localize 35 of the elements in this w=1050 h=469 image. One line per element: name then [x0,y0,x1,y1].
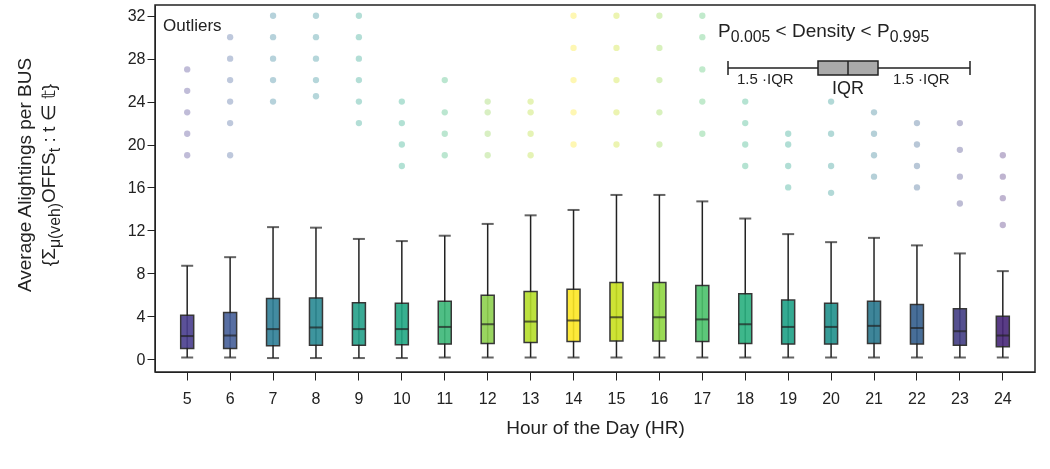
annotation: Outliers [163,16,222,36]
y-tick-label: 12 [127,221,146,239]
y-tick-label: 32 [127,7,146,25]
x-axis-title: Hour of the Day (HR) [506,416,685,438]
y-tick-label: 24 [127,93,146,111]
x-tick-label: 10 [392,389,411,407]
x-tick-label: 21 [865,389,884,407]
x-tick-label: 11 [436,389,454,407]
x-tick-label: 8 [311,389,321,407]
x-tick-label: 17 [693,389,712,407]
annotation: IQR [832,78,865,99]
x-tick-label: 20 [822,389,841,407]
y-tick-label: 28 [127,50,146,68]
y-tick-label: 20 [127,136,146,153]
x-tick-label: 6 [225,389,235,407]
annotation: 1.5 ·IQR [737,70,794,87]
x-tick-label: 14 [564,389,583,407]
x-tick-label: 5 [182,389,192,407]
x-tick-label: 23 [950,389,969,407]
x-tick-label: 22 [908,389,926,407]
y-tick-label: 0 [136,350,146,368]
x-tick-label: 9 [354,389,364,407]
x-tick-label: 16 [650,389,669,407]
x-tick-label: 13 [521,389,540,407]
x-tick-label: 18 [736,389,755,407]
annotation: 1.5 ·IQR [893,70,950,87]
x-tick-label: 12 [478,389,497,407]
x-tick-label: 24 [993,389,1012,407]
x-tick-label: 15 [607,389,626,407]
y-tick-label: 16 [127,178,146,196]
x-tick-label: 19 [779,389,798,407]
y-tick-label: 4 [136,307,146,325]
y-tick-label: 8 [136,264,146,282]
x-tick-label: 7 [268,389,278,407]
annotation: P$_{0.005}$ < Density < P$_{0.995}$ [718,20,930,46]
